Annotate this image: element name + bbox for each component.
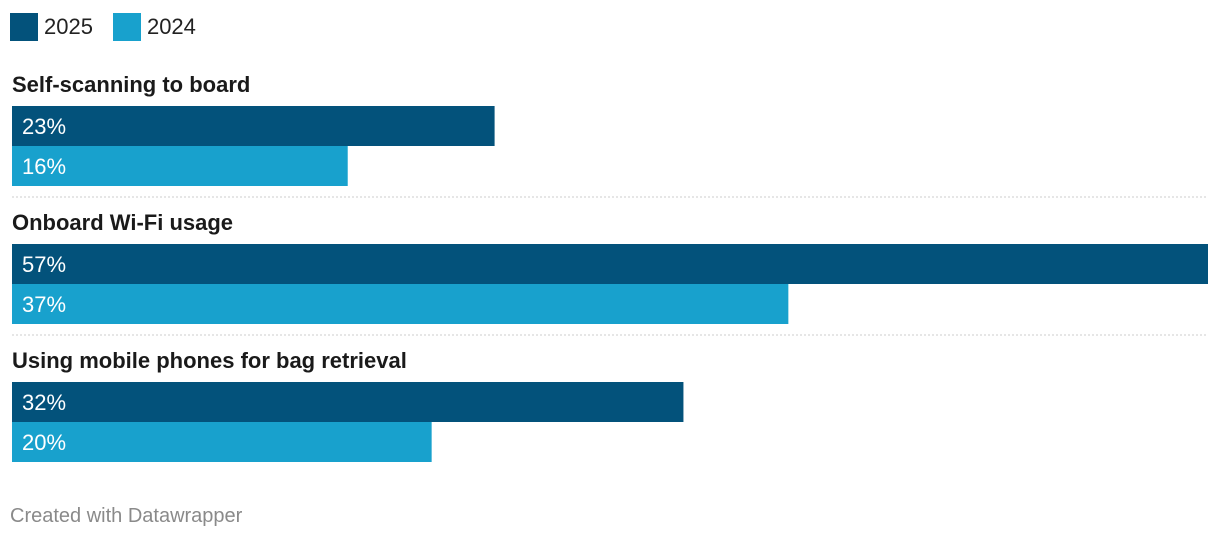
bar-2024 xyxy=(12,284,789,324)
data-label: 32% xyxy=(22,390,66,415)
category-label: Onboard Wi-Fi usage xyxy=(12,210,233,235)
bar-2025 xyxy=(12,382,684,422)
legend-swatch-2025 xyxy=(10,13,38,41)
legend-item-2025: 2025 xyxy=(10,13,93,41)
category-label: Using mobile phones for bag retrieval xyxy=(12,348,407,373)
legend-label-2024: 2024 xyxy=(146,14,196,39)
data-label: 23% xyxy=(22,114,66,139)
bar-2025 xyxy=(12,244,1208,284)
bar-2024 xyxy=(12,146,348,186)
data-label: 37% xyxy=(22,292,66,317)
legend-item-2024: 2024 xyxy=(112,13,196,41)
legend: 2025 2024 xyxy=(10,13,216,41)
legend-label-2025: 2025 xyxy=(44,14,93,39)
bar-2025 xyxy=(12,106,495,146)
bar-chart: Self-scanning to board 23% 16% Onboard Wi-F… xyxy=(12,72,1208,462)
footer-credit: Created with Datawrapper xyxy=(10,505,243,527)
data-label: 16% xyxy=(22,154,66,179)
legend-swatch-2024 xyxy=(112,13,141,41)
bar-2024 xyxy=(12,422,432,462)
data-label: 20% xyxy=(22,430,66,455)
data-label: 57% xyxy=(22,252,66,277)
category-label: Self-scanning to board xyxy=(12,72,250,97)
